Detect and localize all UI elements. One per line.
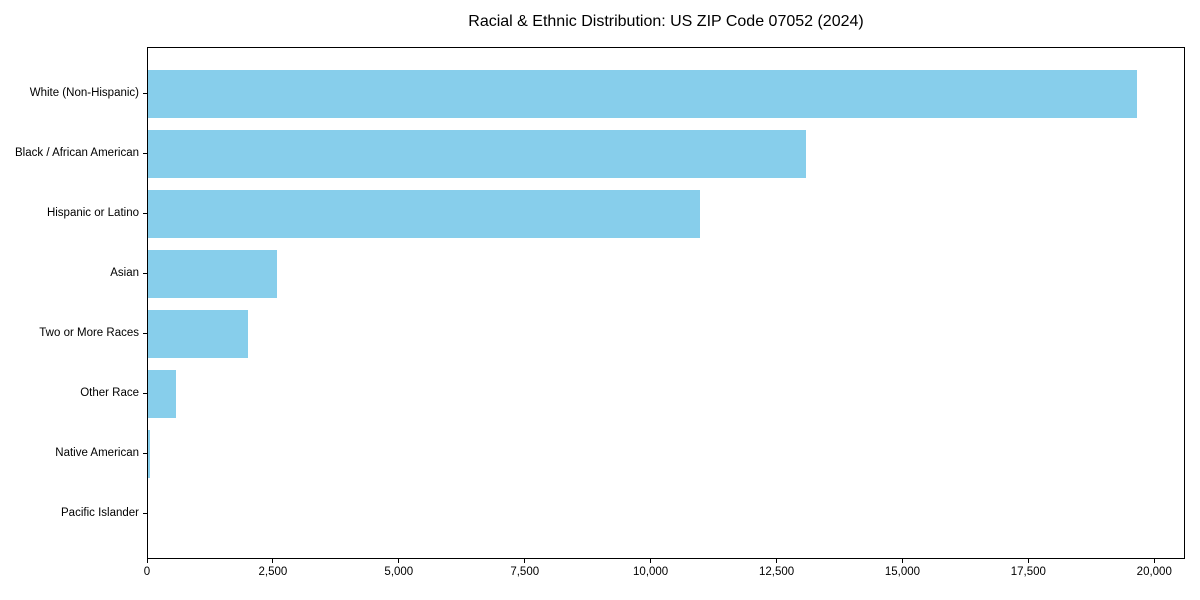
y-tick [143,93,147,94]
x-tick-label: 2,500 [258,566,288,578]
bar-black-african-american [148,130,806,178]
bar-two-or-more-races [148,310,248,358]
x-tick-label: 5,000 [384,566,414,578]
x-tick [398,559,400,563]
y-axis-label: Hispanic or Latino [46,207,139,219]
x-tick [146,559,148,563]
x-tick [776,559,778,563]
x-tick-label: 10,000 [633,566,669,578]
y-axis-label: Asian [110,267,139,279]
x-tick-label: 15,000 [884,566,921,578]
y-tick [143,393,147,394]
y-axis-label: Two or More Races [39,327,139,339]
x-tick-label: 20,000 [1136,566,1172,578]
x-tick-label: 0 [143,566,151,578]
y-tick [143,453,147,454]
y-tick [143,153,147,154]
x-tick [272,559,274,563]
y-tick [143,273,147,274]
bar-white-non-hispanic [148,70,1137,118]
bar-other-race [148,370,176,418]
bar-native-american [148,430,150,478]
plot-area [147,47,1185,559]
x-tick-label: 17,500 [1010,566,1046,578]
y-axis-label: Native American [55,447,139,459]
x-tick [1153,559,1155,563]
y-axis-label: White (Non-Hispanic) [29,87,139,99]
y-axis-label: Other Race [80,387,139,399]
y-tick [143,213,147,214]
bar-asian [148,250,278,298]
x-tick [901,559,903,563]
x-tick [1027,559,1029,563]
y-axis-label: Black / African American [15,147,139,159]
y-tick [143,513,147,514]
y-axis-label: Pacific Islander [61,507,139,519]
x-tick-label: 7,500 [510,566,540,578]
x-tick [524,559,526,563]
bar-hispanic-or-latino [148,190,700,238]
x-tick-label: 12,500 [758,566,795,578]
y-tick [143,333,147,334]
chart-title: Racial & Ethnic Distribution: US ZIP Cod… [468,13,864,30]
x-tick [650,559,652,563]
